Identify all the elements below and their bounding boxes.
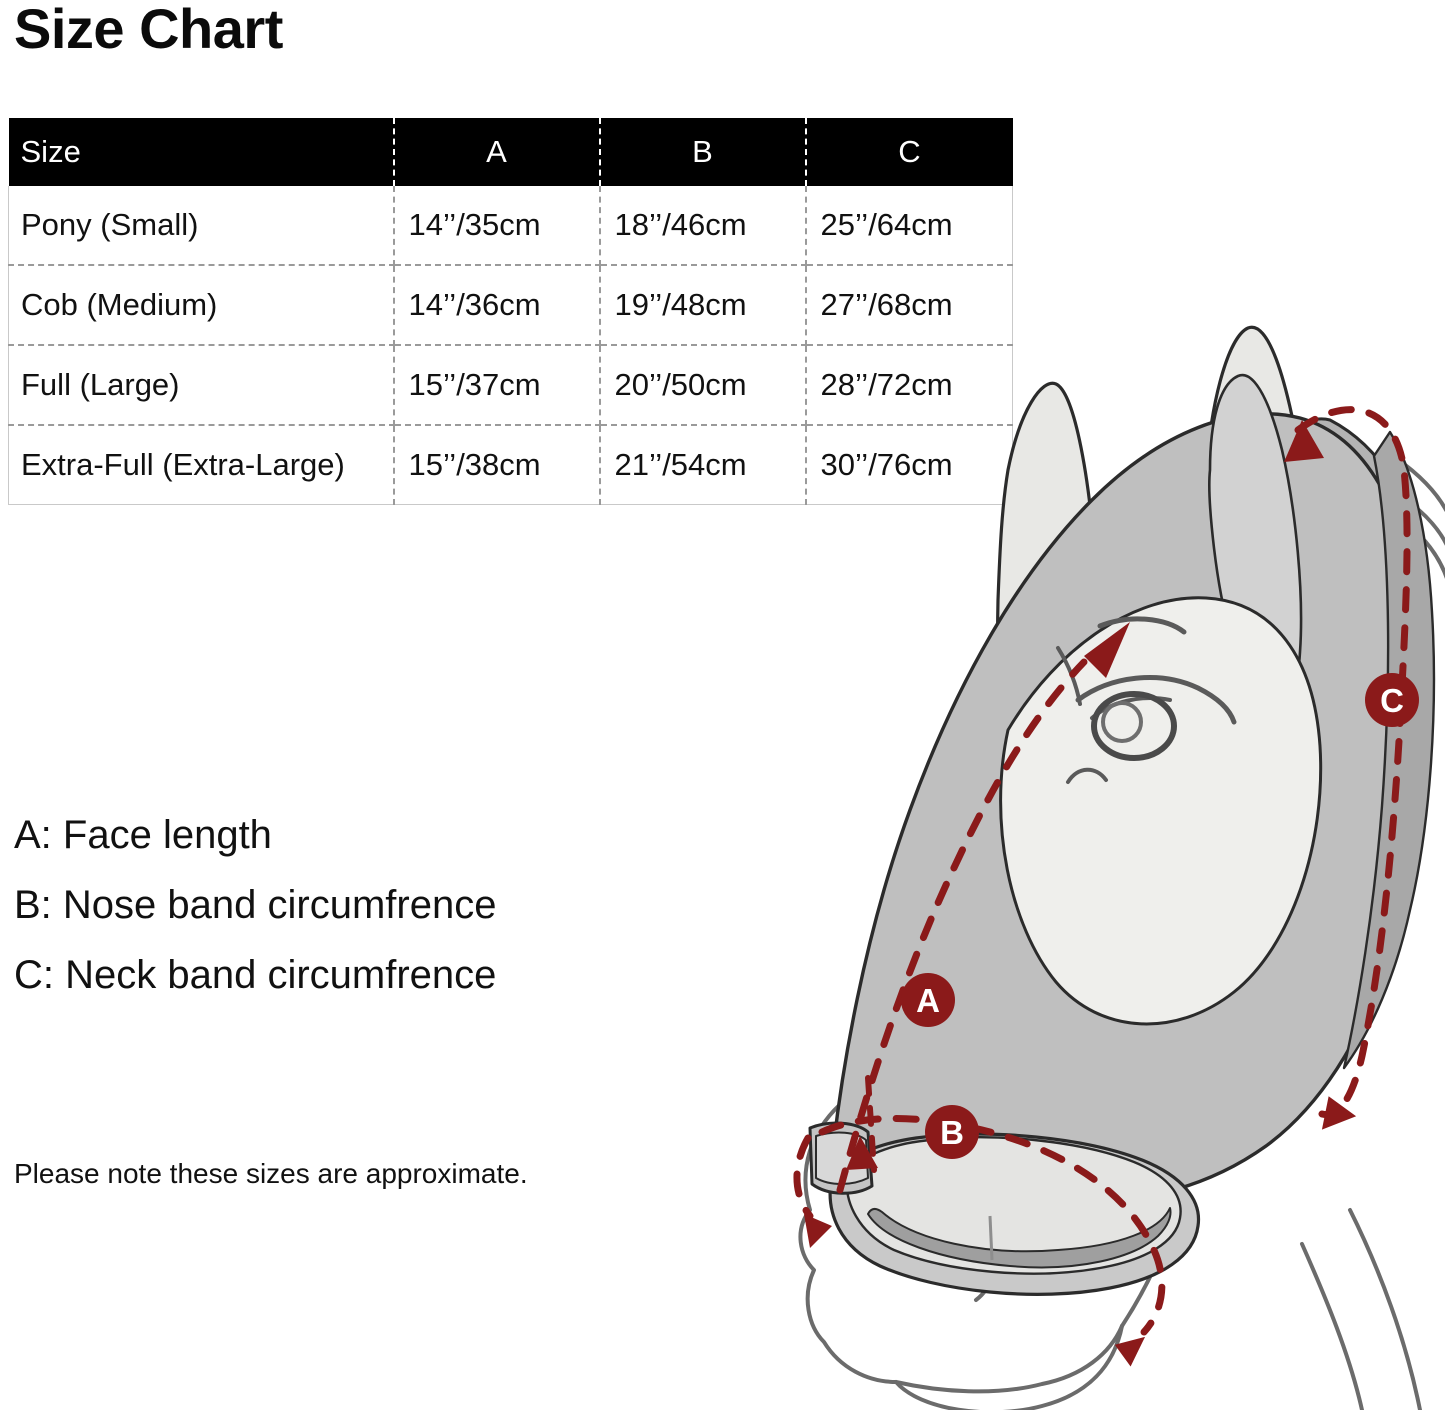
fly-mask-body <box>828 412 1436 1203</box>
cell-a: 15’’/37cm <box>393 345 601 426</box>
table-row: Cob (Medium) 14’’/36cm 19’’/48cm 27’’/68… <box>8 265 1013 346</box>
legend-item-b: B: Nose band circumfrence <box>14 883 497 927</box>
legend-item-a: A: Face length <box>14 813 272 857</box>
legend-item-c: C: Neck band circumfrence <box>14 953 497 997</box>
marker-c-label: C <box>1380 682 1404 719</box>
table-row: Full (Large) 15’’/37cm 20’’/50cm 28’’/72… <box>8 345 1013 426</box>
measurement-tick-b <box>865 1075 877 1173</box>
measurement-arrow-b-heads <box>804 1136 1146 1367</box>
near-ear <box>1202 325 1316 744</box>
table-header: Size A B C <box>8 118 1013 186</box>
marker-a: A <box>901 973 955 1027</box>
cell-size: Pony (Small) <box>8 186 395 266</box>
cell-a: 14’’/35cm <box>393 186 601 266</box>
table-row: Extra-Full (Extra-Large) 15’’/38cm 21’’/… <box>8 425 1013 505</box>
horse-outline <box>798 452 1445 1410</box>
mask-nose-band <box>828 1132 1201 1296</box>
horse-eye <box>1056 616 1237 784</box>
cell-size: Cob (Medium) <box>8 265 395 346</box>
table-row: Pony (Small) 14’’/35cm 18’’/46cm 25’’/64… <box>8 186 1013 266</box>
cell-c: 28’’/72cm <box>805 345 1013 426</box>
marker-b: B <box>925 1105 979 1159</box>
marker-c: C <box>1365 673 1419 727</box>
approximate-size-note: Please note these sizes are approximate. <box>14 1158 528 1189</box>
measurement-legend: A: Face length B: Nose band circumfrence… <box>14 800 496 1010</box>
column-header-c: C <box>805 118 1013 186</box>
cell-c: 25’’/64cm <box>805 186 1013 266</box>
marker-a-label: A <box>916 982 940 1019</box>
cell-size: Extra-Full (Extra-Large) <box>8 425 395 505</box>
cell-b: 18’’/46cm <box>599 186 807 266</box>
page-title: Size Chart <box>14 0 283 60</box>
table-body: Pony (Small) 14’’/35cm 18’’/46cm 25’’/64… <box>8 186 1013 505</box>
measurement-arrow-a-head <box>1084 622 1130 678</box>
cell-c: 27’’/68cm <box>805 265 1013 346</box>
cell-a: 15’’/38cm <box>393 425 601 505</box>
mask-ear-opening <box>1207 373 1303 706</box>
cell-b: 21’’/54cm <box>599 425 807 505</box>
table-header-row: Size A B C <box>8 118 1013 186</box>
size-chart-table: Size A B C Pony (Small) 14’’/35cm 18’’/4… <box>8 118 1013 505</box>
measurement-arrow-c-heads <box>1284 420 1357 1130</box>
cell-b: 19’’/48cm <box>599 265 807 346</box>
cell-b: 20’’/50cm <box>599 345 807 426</box>
cell-a: 14’’/36cm <box>393 265 601 346</box>
measurement-path-b <box>793 1115 1166 1336</box>
column-header-b: B <box>599 118 807 186</box>
column-header-size: Size <box>8 118 395 186</box>
cell-size: Full (Large) <box>8 345 395 426</box>
measurement-path-c <box>1294 406 1411 1119</box>
measurement-path-a <box>836 658 1088 1194</box>
marker-b-label: B <box>940 1114 964 1151</box>
mask-eye-window <box>999 596 1323 1026</box>
mask-strap-tab <box>808 1121 874 1195</box>
cell-c: 30’’/76cm <box>805 425 1013 505</box>
column-header-a: A <box>393 118 601 186</box>
